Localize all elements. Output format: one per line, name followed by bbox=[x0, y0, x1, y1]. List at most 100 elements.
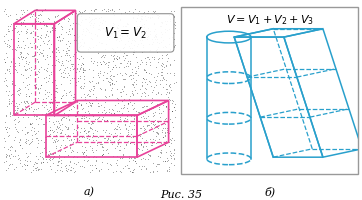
Point bbox=[143, 19, 149, 22]
Point bbox=[163, 83, 169, 86]
Point bbox=[135, 67, 141, 70]
Point bbox=[168, 89, 174, 92]
Point bbox=[147, 61, 153, 65]
Point bbox=[34, 9, 39, 12]
Point bbox=[73, 115, 79, 118]
Point bbox=[111, 14, 117, 17]
Point bbox=[143, 167, 148, 171]
Point bbox=[59, 96, 64, 100]
Point bbox=[93, 139, 99, 142]
Point bbox=[94, 64, 100, 67]
Point bbox=[160, 109, 166, 113]
Point bbox=[42, 89, 48, 93]
Point bbox=[156, 138, 162, 141]
Point bbox=[100, 153, 106, 156]
Point bbox=[101, 136, 107, 139]
Point bbox=[80, 63, 86, 66]
Point bbox=[107, 9, 113, 13]
Point bbox=[7, 68, 12, 72]
Point bbox=[12, 148, 18, 152]
Point bbox=[97, 61, 103, 64]
Point bbox=[55, 127, 61, 130]
Point bbox=[22, 105, 28, 108]
Point bbox=[37, 168, 42, 171]
Point bbox=[114, 47, 120, 50]
Point bbox=[19, 146, 25, 150]
Point bbox=[55, 120, 61, 123]
Point bbox=[43, 151, 49, 154]
Point bbox=[28, 33, 34, 36]
Point bbox=[29, 55, 35, 59]
Point bbox=[97, 29, 103, 33]
Point bbox=[66, 118, 72, 121]
Point bbox=[50, 108, 56, 112]
Point bbox=[92, 129, 98, 132]
Point bbox=[122, 117, 128, 120]
Point bbox=[26, 142, 31, 146]
Point bbox=[43, 101, 49, 104]
Point bbox=[140, 144, 146, 148]
Point bbox=[81, 114, 87, 118]
Point bbox=[66, 74, 72, 77]
Point bbox=[11, 27, 17, 30]
Point bbox=[41, 160, 46, 163]
Point bbox=[144, 83, 150, 87]
Point bbox=[51, 21, 57, 25]
Point bbox=[101, 71, 106, 75]
Point bbox=[1, 41, 7, 44]
Point bbox=[100, 27, 106, 30]
Point bbox=[137, 135, 143, 138]
Point bbox=[95, 28, 101, 31]
Point bbox=[111, 112, 117, 115]
Point bbox=[111, 111, 117, 115]
Point bbox=[153, 35, 159, 38]
Point bbox=[5, 25, 10, 28]
Point bbox=[72, 77, 77, 80]
Point bbox=[4, 130, 10, 134]
Point bbox=[26, 108, 31, 111]
Point bbox=[40, 20, 46, 23]
Point bbox=[162, 45, 168, 49]
Point bbox=[36, 14, 42, 17]
Point bbox=[121, 84, 127, 88]
Point bbox=[110, 60, 116, 63]
Point bbox=[160, 46, 165, 50]
Point bbox=[51, 130, 57, 133]
Point bbox=[21, 101, 26, 104]
Point bbox=[75, 126, 81, 129]
Point bbox=[26, 95, 32, 98]
Point bbox=[47, 133, 52, 136]
Point bbox=[87, 171, 92, 174]
Point bbox=[70, 155, 76, 159]
Point bbox=[95, 53, 101, 56]
Point bbox=[58, 109, 64, 112]
Point bbox=[50, 141, 56, 144]
Point bbox=[110, 48, 116, 52]
Point bbox=[130, 84, 136, 88]
Point bbox=[66, 31, 72, 34]
Point bbox=[20, 56, 26, 60]
Point bbox=[117, 128, 122, 131]
Point bbox=[171, 164, 177, 167]
Point bbox=[151, 24, 156, 27]
Point bbox=[137, 20, 143, 23]
Point bbox=[99, 10, 105, 13]
Point bbox=[46, 134, 52, 137]
Point bbox=[8, 60, 13, 63]
Point bbox=[85, 29, 91, 33]
Point bbox=[53, 47, 59, 50]
Point bbox=[155, 120, 161, 124]
Point bbox=[123, 65, 129, 68]
Point bbox=[141, 120, 147, 123]
Point bbox=[109, 68, 115, 71]
Point bbox=[138, 59, 144, 62]
Point bbox=[75, 43, 81, 46]
Point bbox=[153, 66, 159, 70]
Point bbox=[48, 98, 54, 101]
Point bbox=[82, 129, 88, 132]
Point bbox=[23, 100, 29, 103]
Point bbox=[67, 42, 73, 45]
Point bbox=[28, 13, 33, 17]
Point bbox=[52, 152, 58, 155]
Point bbox=[166, 167, 172, 171]
